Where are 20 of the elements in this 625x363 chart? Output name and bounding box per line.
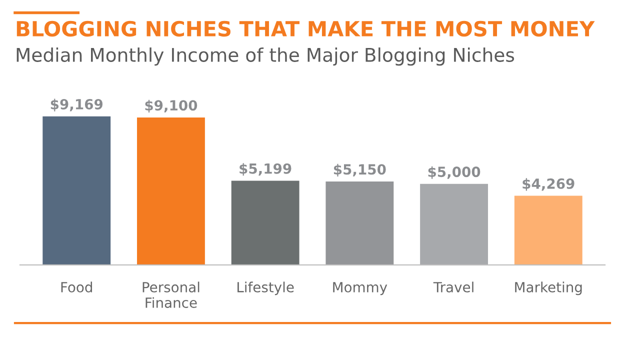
bar <box>326 181 394 265</box>
bar <box>514 196 582 265</box>
data-label: $5,199 <box>240 163 292 176</box>
chart-subtitle: Median Monthly Income of the Major Blogging Niches <box>16 47 514 66</box>
bar <box>137 117 205 265</box>
x-tick-label: Travel <box>433 282 474 292</box>
bar <box>231 180 300 265</box>
x-tick-label: Food <box>61 282 92 292</box>
x-tick-label: Personal Finance <box>142 282 200 308</box>
bar <box>42 116 111 265</box>
x-tick-label: Lifestyle <box>238 282 294 296</box>
data-label: $5,000 <box>428 166 480 179</box>
data-label: $5,150 <box>334 164 386 176</box>
chart-title: BLOGGING NICHES THAT MAKE THE MOST MONEY <box>16 20 595 37</box>
data-label: $9,169 <box>50 98 103 112</box>
x-tick-label: Mommy <box>333 282 388 296</box>
bar <box>420 184 488 265</box>
data-label: $9,100 <box>145 100 198 112</box>
x-tick-label: Marketing <box>515 282 582 296</box>
data-label: $4,269 <box>522 178 574 191</box>
